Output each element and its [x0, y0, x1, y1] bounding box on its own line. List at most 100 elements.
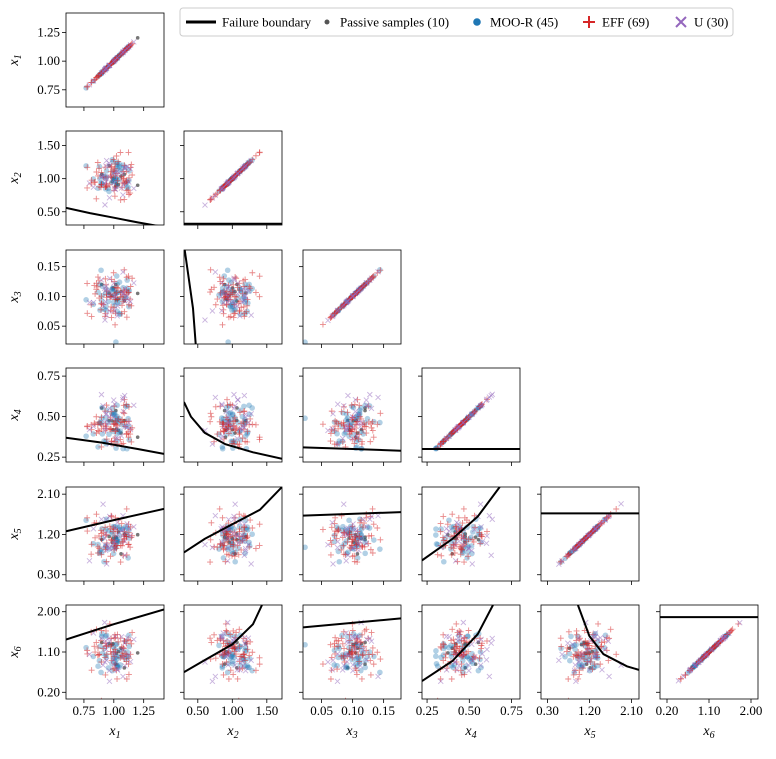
eff-point — [335, 425, 342, 432]
legend-entry-3: EFF (69) — [583, 15, 649, 30]
u-point — [325, 541, 331, 548]
u-point — [231, 638, 237, 644]
panel-plot-area — [303, 391, 401, 462]
eff-point — [339, 640, 346, 647]
moo-r-point — [105, 665, 112, 671]
eff-point — [98, 414, 105, 421]
u-point — [212, 269, 219, 275]
eff-point — [246, 652, 253, 659]
u-point — [334, 307, 341, 314]
eff-point — [369, 505, 376, 512]
y-tick-label: 1.50 — [37, 138, 60, 153]
eff-point — [91, 643, 98, 650]
u-point — [125, 179, 132, 185]
eff-point — [236, 511, 243, 518]
moo-r-point — [112, 412, 118, 418]
u-point — [489, 516, 496, 523]
eff-point — [328, 541, 335, 548]
u-point — [122, 286, 128, 292]
eff-point — [123, 187, 130, 194]
u-point — [226, 419, 232, 426]
legend-label: MOO-R (45) — [490, 15, 558, 30]
eff-point — [103, 651, 110, 658]
eff-point — [453, 620, 460, 627]
u-point — [98, 277, 105, 283]
panel-frame — [65, 486, 165, 582]
u-point — [224, 557, 231, 564]
u-point — [241, 640, 248, 646]
u-point — [572, 662, 579, 668]
eff-point — [344, 409, 351, 416]
u-point — [124, 521, 131, 527]
eff-point — [96, 428, 103, 435]
u-point — [102, 298, 109, 305]
eff-point — [576, 636, 583, 643]
u-point — [125, 525, 132, 532]
eff-point — [112, 533, 119, 540]
u-point — [466, 667, 472, 674]
moo-r-point — [562, 653, 568, 660]
eff-point — [207, 536, 214, 543]
u-point — [219, 280, 225, 286]
moo-r-point — [450, 527, 456, 533]
eff-point — [449, 511, 456, 518]
eff-point — [459, 643, 466, 650]
y-tick-label: 0.05 — [37, 318, 60, 333]
u-point — [112, 293, 119, 300]
panel-plot-area — [66, 501, 164, 567]
passive-samples-point — [222, 408, 227, 413]
u-point — [234, 396, 241, 403]
eff-point — [377, 656, 384, 663]
y-axis-label-x1: x1 — [7, 54, 24, 66]
moo-r-point — [220, 555, 227, 561]
passive-samples-point — [463, 641, 468, 646]
failure-boundary-line — [184, 250, 197, 344]
panel-x1-x1: 0.75 1.00 1.25 — [37, 12, 165, 111]
eff-point — [440, 537, 447, 544]
eff-point — [580, 641, 587, 648]
moo-r-point — [231, 654, 237, 661]
u-point — [218, 401, 225, 408]
moo-r-point — [229, 307, 235, 313]
eff-point — [208, 286, 215, 293]
u-point — [556, 561, 562, 567]
eff-point — [96, 165, 103, 172]
moo-r-point — [113, 273, 120, 279]
u-point — [571, 546, 578, 552]
eff-point — [339, 438, 346, 445]
moo-r-point — [112, 175, 118, 182]
u-point — [237, 313, 243, 319]
moo-r-point — [99, 404, 105, 411]
moo-r-point — [116, 279, 123, 285]
u-point — [708, 646, 715, 653]
eff-point — [219, 321, 226, 328]
u-point — [343, 426, 350, 433]
failure-boundary-line — [184, 401, 282, 460]
u-point — [422, 461, 423, 462]
u-point — [121, 552, 128, 559]
u-point — [592, 652, 599, 658]
u-point — [483, 540, 490, 547]
failure-boundary-line — [422, 487, 501, 562]
moo-r-point — [343, 538, 350, 544]
u-point — [112, 525, 119, 532]
passive-samples-point — [235, 299, 239, 303]
eff-point — [567, 644, 574, 651]
moo-r-point — [83, 163, 89, 169]
u-point — [231, 513, 237, 520]
u-point — [112, 435, 119, 442]
failure-boundary-line — [66, 206, 159, 225]
u-point — [452, 427, 459, 433]
legend-label: U (30) — [694, 15, 728, 30]
u-point — [704, 650, 710, 657]
u-point — [675, 678, 682, 684]
u-point — [225, 461, 232, 462]
eff-point — [128, 302, 135, 309]
u-point — [120, 408, 127, 415]
u-point — [101, 535, 108, 541]
eff-point — [102, 543, 109, 550]
moo-r-point — [229, 412, 236, 418]
u-point — [120, 654, 127, 660]
eff-point — [92, 290, 99, 297]
eff-point — [211, 631, 218, 638]
